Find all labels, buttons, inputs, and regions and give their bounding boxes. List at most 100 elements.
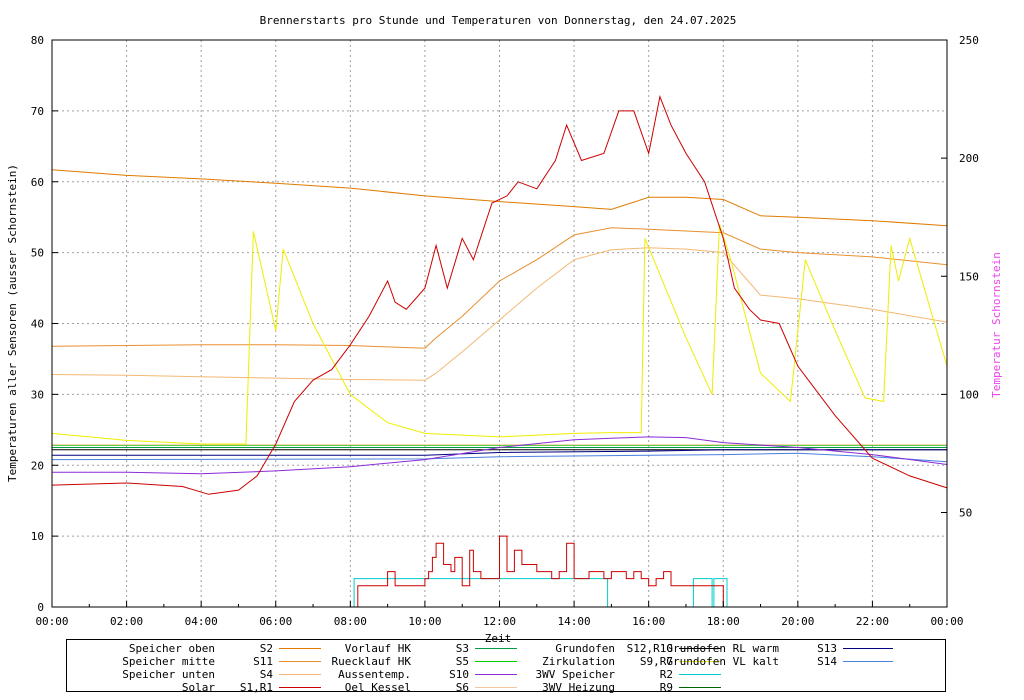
y2-tick-label: 150 [959, 270, 979, 283]
legend-item-sensor: S10 [449, 668, 469, 681]
legend-swatch [475, 687, 517, 688]
legend-item-name: Grundofen RL warm [666, 642, 779, 655]
legend-item-sensor: S1,R1 [239, 681, 273, 694]
legend-item: Grundofen RL warm S13 [666, 642, 893, 655]
legend-item-sensor: S14 [817, 655, 837, 668]
series-line-aussentemp [52, 436, 948, 475]
x-tick-label: 04:00 [185, 615, 218, 628]
legend-item-sensor: S13 [817, 642, 837, 655]
legend-item: Speicher oben S2 [77, 642, 321, 655]
legend-item-name: 3WV Speicher [535, 668, 615, 681]
series-line-speicher-unten [51, 247, 948, 381]
x-tick-label: 16:00 [632, 615, 665, 628]
x-tick-label: 22:00 [856, 615, 889, 628]
legend-item-name: Ruecklauf HK [331, 655, 411, 668]
series-line-grundofen-rl-warm [52, 449, 947, 456]
legend-item-name: Grundofen VL kalt [666, 655, 779, 668]
legend-item-sensor: R9 [659, 681, 673, 694]
legend-swatch [475, 674, 517, 675]
y-axis-label: Temperaturen aller Sensoren (ausser Scho… [6, 164, 19, 482]
legend-item-sensor: S11 [253, 655, 273, 668]
series-line-speicher-oben [51, 169, 948, 227]
axis-ticks: 00:00 02:00 04:00 06:00 08:00 10:00 12:00 14:00… [31, 34, 979, 628]
legend-item-sensor: S2 [259, 642, 273, 655]
legend-item-sensor: S4 [259, 668, 273, 681]
legend-item-sensor: R2 [659, 668, 673, 681]
chart-title: Brennerstarts pro Stunde und Temperature… [260, 14, 737, 27]
x-tick-label: 00:00 [35, 615, 68, 628]
legend-swatch [843, 648, 893, 649]
series-lines [51, 94, 948, 608]
y-tick-label: 20 [31, 459, 44, 472]
legend-item: Aussentemp. S10 [293, 668, 517, 681]
x-tick-label: 08:00 [334, 615, 367, 628]
legend-item-sensor: S6 [455, 681, 469, 694]
y2-tick-label: 100 [959, 388, 979, 401]
y2-tick-label: 200 [959, 152, 979, 165]
x-tick-label: 12:00 [483, 615, 516, 628]
brennerstarts-steps [357, 535, 724, 607]
legend-swatch [279, 648, 321, 649]
legend-swatch [679, 687, 721, 688]
legend-item-name: Speicher mitte [122, 655, 215, 668]
y-tick-label: 0 [37, 601, 44, 614]
legend-swatch [279, 687, 321, 688]
legend-item-name: Oel Kessel [344, 681, 411, 694]
legend-item: Solar S1,R1 [77, 681, 321, 694]
y-tick-label: 40 [31, 318, 44, 331]
legend-item: Grundofen S12,R10 [487, 642, 721, 655]
legend-item-sensor: S12,R10 [626, 642, 673, 655]
y-tick-label: 60 [31, 176, 44, 189]
legend-swatch [679, 648, 721, 649]
x-axis-label: Zeit [485, 632, 512, 645]
legend-item-name: Grundofen [555, 642, 615, 655]
legend-item-sensor: S9,R7 [639, 655, 673, 668]
legend-item: Speicher unten S4 [77, 668, 321, 681]
legend-item: 3WV Speicher R2 [487, 668, 721, 681]
legend-item: Vorlauf HK S3 [293, 642, 517, 655]
legend-swatch [679, 674, 721, 675]
legend: Speicher oben S2 Speicher mitte S11 Speicher… [66, 639, 946, 694]
x-tick-label: 10:00 [408, 615, 441, 628]
y-tick-label: 50 [31, 247, 44, 260]
legend-swatch [475, 661, 517, 662]
series-line-solar [51, 94, 948, 495]
legend-item-name: 3WV Heizung [542, 681, 615, 694]
series-line-zirkulation [51, 224, 948, 445]
legend-item: Oel Kessel S6 [293, 681, 517, 694]
legend-swatch [279, 661, 321, 662]
legend-item-name: Speicher unten [122, 668, 215, 681]
x-tick-label: 06:00 [259, 615, 292, 628]
legend-item: Zirkulation S9,R7 [487, 655, 721, 668]
legend-item: 3WV Heizung R9 [487, 681, 721, 694]
y-tick-label: 10 [31, 530, 44, 543]
y2-tick-label: 250 [959, 34, 979, 47]
y2-tick-label: 50 [959, 507, 972, 520]
legend-item-sensor: S3 [455, 642, 469, 655]
legend-item-name: Speicher oben [128, 642, 215, 655]
x-tick-label: 14:00 [558, 615, 591, 628]
legend-swatch [279, 674, 321, 675]
x-tick-label: 00:00 [930, 615, 963, 628]
grid [52, 40, 947, 607]
legend-item-name: Solar [181, 681, 215, 694]
series-line-grundofen-vl-kalt [51, 452, 948, 463]
y-tick-label: 30 [31, 388, 44, 401]
legend-swatch [679, 661, 721, 662]
legend-item-sensor: S5 [455, 655, 469, 668]
legend-swatch [843, 661, 893, 662]
y2-axis-label: Temperatur Schornstein [990, 252, 1003, 398]
legend-item-name: Zirkulation [542, 655, 615, 668]
legend-item-name: Vorlauf HK [344, 642, 411, 655]
legend-item: Speicher mitte S11 [77, 655, 321, 668]
x-tick-label: 18:00 [707, 615, 740, 628]
series-line-3wv-speicher [52, 578, 947, 608]
series-line-speicher-mitte [51, 227, 948, 349]
y-tick-label: 70 [31, 105, 44, 118]
x-tick-label: 20:00 [781, 615, 814, 628]
x-tick-label: 02:00 [110, 615, 143, 628]
legend-item: Grundofen VL kalt S14 [666, 655, 893, 668]
legend-item-name: Aussentemp. [338, 668, 411, 681]
y-tick-label: 80 [31, 34, 44, 47]
